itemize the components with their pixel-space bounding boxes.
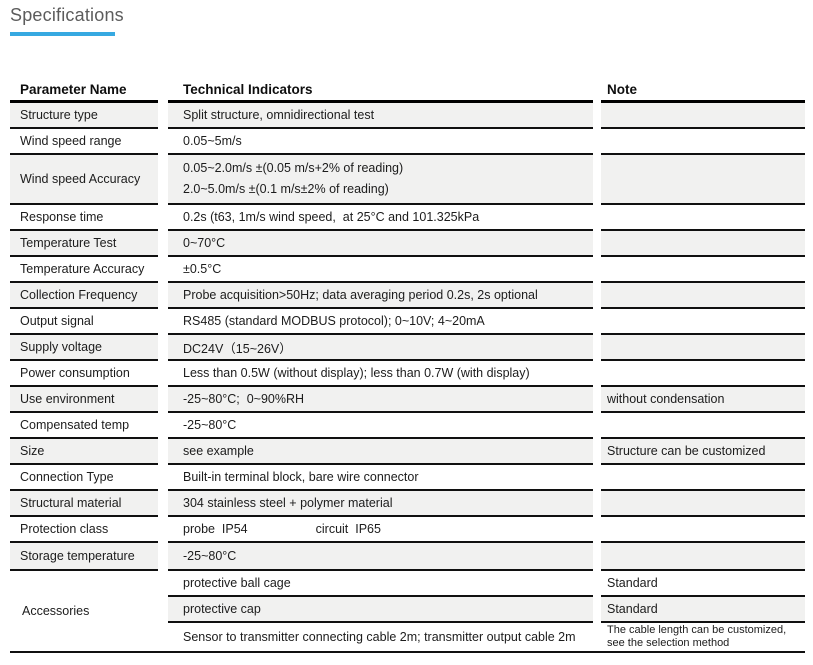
note-cell: Structure can be customized <box>601 439 805 465</box>
param-cell-accessories: Accessories <box>10 571 158 651</box>
note-cell: without condensation <box>601 387 805 413</box>
probe-rating: probe IP54 <box>183 522 248 536</box>
note-cell <box>601 283 805 309</box>
indicator-cell: 0.2s (t63, 1m/s wind speed, at 25°C and … <box>168 205 593 231</box>
note-cell <box>601 257 805 283</box>
circuit-rating: circuit IP65 <box>315 522 381 536</box>
accessory-item-note: Standard <box>601 597 805 623</box>
row-supply-voltage: Supply voltage DC24V（15~26V） <box>10 335 805 361</box>
row-collection-frequency: Collection Frequency Probe acquisition>5… <box>10 283 805 309</box>
accessory-item-note: Standard <box>601 571 805 597</box>
note-cell <box>601 543 805 571</box>
row-structure-type: Structure type Split structure, omnidire… <box>10 103 805 129</box>
param-cell: Output signal <box>10 309 158 335</box>
row-temperature-test: Temperature Test 0~70°C <box>10 231 805 257</box>
row-power-consumption: Power consumption Less than 0.5W (withou… <box>10 361 805 387</box>
param-cell: Structural material <box>10 491 158 517</box>
param-cell: Temperature Accuracy <box>10 257 158 283</box>
param-cell: Storage temperature <box>10 543 158 571</box>
indicator-cell: see example <box>168 439 593 465</box>
indicator-cell: Probe acquisition>50Hz; data averaging p… <box>168 283 593 309</box>
page-title: Specifications <box>10 5 124 25</box>
indicator-cell: 0.05~2.0m/s ±(0.05 m/s+2% of reading) 2.… <box>168 155 593 205</box>
param-cell: Wind speed range <box>10 129 158 155</box>
indicator-cell: -25~80°C; 0~90%RH <box>168 387 593 413</box>
accessory-item-indicator: protective ball cage <box>168 571 593 597</box>
note-cell <box>601 491 805 517</box>
param-cell: Size <box>10 439 158 465</box>
row-wind-speed-accuracy: Wind speed Accuracy 0.05~2.0m/s ±(0.05 m… <box>10 155 805 205</box>
indicator-cell: Built-in terminal block, bare wire conne… <box>168 465 593 491</box>
row-group-accessories: Accessories protective ball cage Standar… <box>10 571 805 653</box>
indicator-cell: -25~80°C <box>168 543 593 571</box>
row-structural-material: Structural material 304 stainless steel … <box>10 491 805 517</box>
note-cell <box>601 361 805 387</box>
indicator-cell: RS485 (standard MODBUS protocol); 0~10V;… <box>168 309 593 335</box>
note-cell <box>601 517 805 543</box>
row-storage-temperature: Storage temperature -25~80°C <box>10 543 805 571</box>
note-cell <box>601 413 805 439</box>
accuracy-line-2: 2.0~5.0m/s ±(0.1 m/s±2% of reading) <box>183 182 389 196</box>
row-use-environment: Use environment -25~80°C; 0~90%RH withou… <box>10 387 805 413</box>
param-cell: Protection class <box>10 517 158 543</box>
param-cell: Collection Frequency <box>10 283 158 309</box>
row-compensated-temp: Compensated temp -25~80°C <box>10 413 805 439</box>
row-connection-type: Connection Type Built-in terminal block,… <box>10 465 805 491</box>
row-output-signal: Output signal RS485 (standard MODBUS pro… <box>10 309 805 335</box>
row-temperature-accuracy: Temperature Accuracy ±0.5°C <box>10 257 805 283</box>
header-note: Note <box>601 78 805 103</box>
param-cell: Power consumption <box>10 361 158 387</box>
indicator-cell: 304 stainless steel + polymer material <box>168 491 593 517</box>
param-cell: Temperature Test <box>10 231 158 257</box>
specifications-table: Parameter Name Technical Indicators Note… <box>10 78 805 653</box>
indicator-cell: Split structure, omnidirectional test <box>168 103 593 129</box>
note-cell <box>601 309 805 335</box>
accessory-item-indicator: Sensor to transmitter connecting cable 2… <box>183 630 576 644</box>
param-cell: Response time <box>10 205 158 231</box>
accuracy-line-1: 0.05~2.0m/s ±(0.05 m/s+2% of reading) <box>183 161 404 175</box>
param-cell: Wind speed Accuracy <box>10 155 158 205</box>
param-cell: Use environment <box>10 387 158 413</box>
note-cell <box>601 465 805 491</box>
row-response-time: Response time 0.2s (t63, 1m/s wind speed… <box>10 205 805 231</box>
param-cell: Structure type <box>10 103 158 129</box>
indicator-cell: ±0.5°C <box>168 257 593 283</box>
row-wind-speed-range: Wind speed range 0.05~5m/s <box>10 129 805 155</box>
accessory-item-indicator: protective cap <box>168 597 593 623</box>
note-cell <box>601 103 805 129</box>
note-cell <box>601 231 805 257</box>
indicator-cell: 0~70°C <box>168 231 593 257</box>
indicator-cell: -25~80°C <box>168 413 593 439</box>
indicator-cell: DC24V（15~26V） <box>168 335 593 361</box>
indicator-cell: Less than 0.5W (without display); less t… <box>168 361 593 387</box>
note-cell <box>601 335 805 361</box>
note-cell <box>601 155 805 205</box>
title-accent-underline <box>10 32 115 36</box>
indicator-cell: 0.05~5m/s <box>168 129 593 155</box>
table-header-row: Parameter Name Technical Indicators Note <box>10 78 805 103</box>
param-cell: Connection Type <box>10 465 158 491</box>
indicator-cell: probe IP54 circuit IP65 <box>168 517 593 543</box>
param-cell: Compensated temp <box>10 413 158 439</box>
header-parameter-name: Parameter Name <box>10 78 158 103</box>
header-technical-indicators: Technical Indicators <box>168 78 593 103</box>
accessory-item-note: The cable length can be customized, see … <box>607 624 787 649</box>
note-cell <box>601 205 805 231</box>
note-cell <box>601 129 805 155</box>
row-protection-class: Protection class probe IP54 circuit IP65 <box>10 517 805 543</box>
row-size: Size see example Structure can be custom… <box>10 439 805 465</box>
param-cell: Supply voltage <box>10 335 158 361</box>
